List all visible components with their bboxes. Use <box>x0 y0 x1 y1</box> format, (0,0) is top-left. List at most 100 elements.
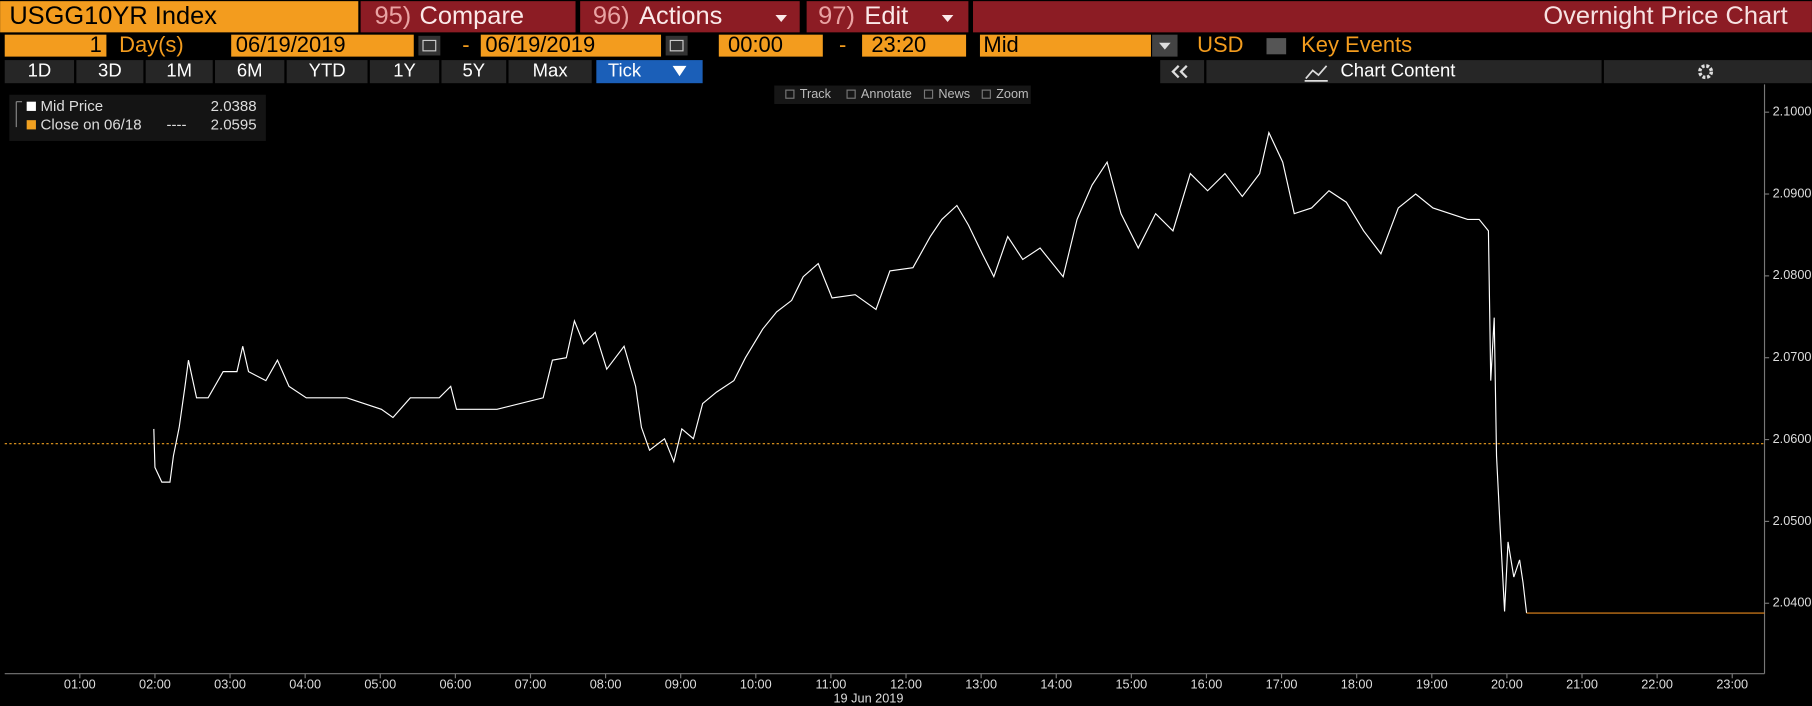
legend-name: Mid Price <box>41 98 104 115</box>
legend-swatch <box>26 120 36 130</box>
page-title: Overnight Price Chart <box>1543 2 1787 30</box>
chart-content: Chart Content <box>1340 60 1455 81</box>
start-date-input[interactable] <box>231 34 414 57</box>
tool-icon <box>981 89 991 99</box>
y-tick-label: 2.0700 <box>1773 349 1812 364</box>
start-time: 00:00 <box>728 32 783 57</box>
start-date: 06/19/2019 <box>236 32 346 57</box>
legend-value: 2.0595 <box>211 116 257 133</box>
dropdown-arrow <box>672 65 687 77</box>
button-label: Compare <box>420 2 525 30</box>
y-tick-label: 2.0500 <box>1773 513 1812 528</box>
tool-label[interactable]: Annotate <box>861 86 912 101</box>
date-separator: - <box>462 32 469 57</box>
chart-content-button[interactable] <box>1206 60 1602 84</box>
end-time-input[interactable] <box>862 34 967 57</box>
key-events-checkbox[interactable] <box>1266 38 1287 55</box>
x-tick-label: 08:00 <box>590 677 622 692</box>
period-label: 6M <box>237 60 263 81</box>
legend <box>9 94 266 141</box>
tool-label[interactable]: Track <box>800 86 832 101</box>
calendar-button[interactable] <box>418 35 441 56</box>
chart-toolbar <box>774 85 1031 104</box>
period-label: Tick <box>608 60 642 81</box>
dropdown-arrow <box>775 15 787 22</box>
title-bar <box>973 1 1812 33</box>
period-label: 1Y <box>393 60 416 81</box>
period-label: YTD <box>309 60 346 81</box>
key-events: Key Events <box>1301 32 1412 57</box>
period-button[interactable] <box>76 60 144 84</box>
days-unit: Day(s) <box>119 32 184 57</box>
x-tick-label: 16:00 <box>1191 677 1223 692</box>
edit-button[interactable] <box>806 1 969 33</box>
x-date-label: 19 Jun 2019 <box>834 690 904 705</box>
tool-icon <box>846 89 856 99</box>
period-button[interactable] <box>441 60 507 84</box>
period-button[interactable] <box>286 60 368 84</box>
period-label: 1D <box>28 60 52 81</box>
actions-button[interactable] <box>580 1 800 33</box>
security-box[interactable] <box>0 1 359 33</box>
tool-icon <box>923 89 934 99</box>
y-tick-label: 2.0800 <box>1773 267 1812 282</box>
period-button[interactable] <box>369 60 440 84</box>
y-tick-label: 2.0400 <box>1773 595 1812 610</box>
period-label: Max <box>533 60 569 81</box>
price-line <box>153 130 1528 614</box>
tool-label[interactable]: Zoom <box>996 86 1028 101</box>
days-input[interactable] <box>4 34 107 57</box>
end-date: 06/19/2019 <box>485 32 595 57</box>
end-time: 23:20 <box>871 32 926 57</box>
x-tick-label: 15:00 <box>1115 677 1147 692</box>
period-buttons: 1D 3D 1M 6M YTD 1Y 5Y Max Tick <box>4 60 703 84</box>
tool-icon <box>785 89 795 99</box>
x-tick-label: 18:00 <box>1341 677 1373 692</box>
tool-label[interactable]: News <box>938 86 970 101</box>
end-date-input[interactable] <box>480 34 662 57</box>
button-number: 97) <box>818 2 855 30</box>
x-tick-label: 22:00 <box>1641 677 1673 692</box>
x-tick-label: 10:00 <box>740 677 772 692</box>
x-tick-label: 12:00 <box>890 677 922 692</box>
x-tick-label: 20:00 <box>1491 677 1523 692</box>
collapse-icon <box>1171 65 1188 79</box>
plot: 2.0400 2.0500 2.0600 2.0700 2.0800 2.0900 2.10… <box>4 84 1812 705</box>
x-tick-label: 01:00 <box>64 677 96 692</box>
legend-leader: ---- <box>166 116 186 133</box>
start-time-input[interactable] <box>718 34 823 57</box>
calendar-button[interactable] <box>665 35 688 56</box>
period-button[interactable] <box>508 60 592 84</box>
price-field-select[interactable] <box>979 34 1151 57</box>
x-tick-label: 17:00 <box>1266 677 1298 692</box>
x-tick-label: 11:00 <box>815 677 846 692</box>
x-tick-label: 03:00 <box>214 677 246 692</box>
period-label: 5Y <box>463 60 486 81</box>
period-button[interactable] <box>145 60 213 84</box>
x-tick-label: 07:00 <box>515 677 547 692</box>
x-tick-label: 21:00 <box>1566 677 1598 692</box>
x-tick-label: 02:00 <box>139 677 171 692</box>
legend-name: Close on 06/18 <box>41 116 142 133</box>
legend-tree <box>15 101 23 128</box>
period-button[interactable] <box>215 60 285 84</box>
price-field: Mid <box>983 32 1018 57</box>
button-label: Actions <box>639 2 722 30</box>
dropdown-arrow <box>1159 42 1171 50</box>
period-label: 3D <box>98 60 122 81</box>
x-tick-label: 23:00 <box>1716 677 1748 692</box>
compare-button[interactable] <box>360 1 576 33</box>
period-button[interactable] <box>4 60 75 84</box>
settings-button[interactable] <box>1603 60 1812 84</box>
y-tick-label: 2.1000 <box>1773 104 1812 119</box>
x-tick-label: 19:00 <box>1416 677 1448 692</box>
button-number: 95) <box>374 2 411 30</box>
chart-icon <box>1304 65 1328 82</box>
calendar-icon <box>669 39 684 52</box>
x-tick-label: 05:00 <box>364 677 396 692</box>
x-tick-label: 06:00 <box>439 677 471 692</box>
x-tick-label: 13:00 <box>965 677 997 692</box>
